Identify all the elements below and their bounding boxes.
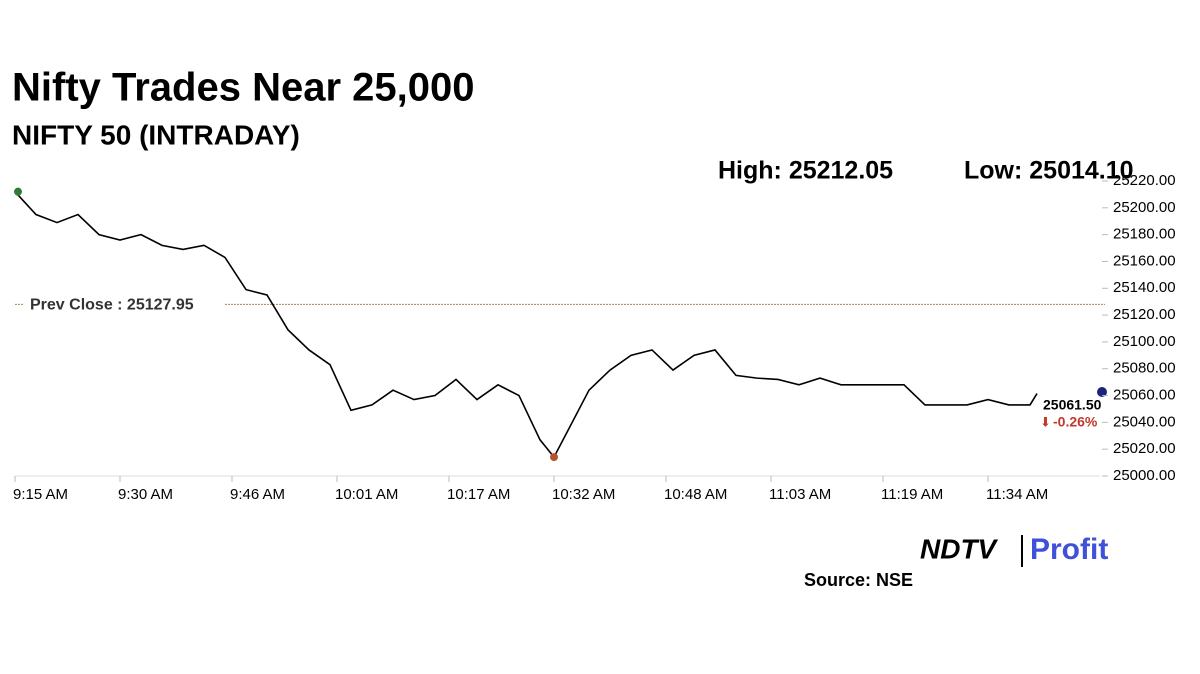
high-label: High: 25212.05 <box>718 157 893 185</box>
logo-ndtv: NDTV <box>920 533 999 564</box>
y-tick-label: 25080.00 <box>1113 360 1176 377</box>
x-tick-label: 9:30 AM <box>118 486 173 503</box>
y-tick-label: 25140.00 <box>1113 279 1176 296</box>
y-tick-label: 25180.00 <box>1113 226 1176 243</box>
y-tick-label: 25000.00 <box>1113 467 1176 484</box>
logo-profit: Profit <box>1030 533 1108 566</box>
price-line <box>14 191 1038 459</box>
change-label: -0.26% <box>1053 414 1098 430</box>
chart-subtitle: NIFTY 50 (INTRADAY) <box>12 119 300 150</box>
y-tick-label: 25200.00 <box>1113 199 1176 216</box>
x-tick-label: 9:15 AM <box>13 486 68 503</box>
live-dot <box>1097 387 1107 397</box>
y-tick-label: 25020.00 <box>1113 440 1176 457</box>
high-marker <box>14 187 22 196</box>
y-tick-label: 25060.00 <box>1113 387 1176 404</box>
x-tick-label: 10:32 AM <box>552 486 615 503</box>
y-tick-label: 25160.00 <box>1113 252 1176 269</box>
source: Source: NSE <box>804 570 913 590</box>
x-tick-label: 11:34 AM <box>986 486 1048 503</box>
y-tick-label: 25040.00 <box>1113 413 1176 430</box>
low-label: Low: 25014.10 <box>964 157 1134 185</box>
chart-title: Nifty Trades Near 25,000 <box>12 66 474 110</box>
prev-close-label-bg <box>24 293 224 316</box>
x-tick-label: 9:46 AM <box>230 486 285 503</box>
x-tick-label: 10:48 AM <box>664 486 727 503</box>
prev-close-label: Prev Close : 25127.95 <box>30 297 194 314</box>
x-tick-label: 11:03 AM <box>769 486 831 503</box>
down-arrow: ⬇ <box>1040 414 1051 429</box>
x-tick-label: 11:19 AM <box>881 486 943 503</box>
y-tick-label: 25220.00 <box>1113 172 1176 189</box>
y-tick-label: 25100.00 <box>1113 333 1176 350</box>
y-tick-label: 25120.00 <box>1113 306 1176 323</box>
x-tick-label: 10:17 AM <box>447 486 510 503</box>
last-price-label: 25061.50 <box>1043 397 1102 413</box>
low-marker <box>550 453 558 462</box>
x-tick-label: 10:01 AM <box>335 486 398 503</box>
